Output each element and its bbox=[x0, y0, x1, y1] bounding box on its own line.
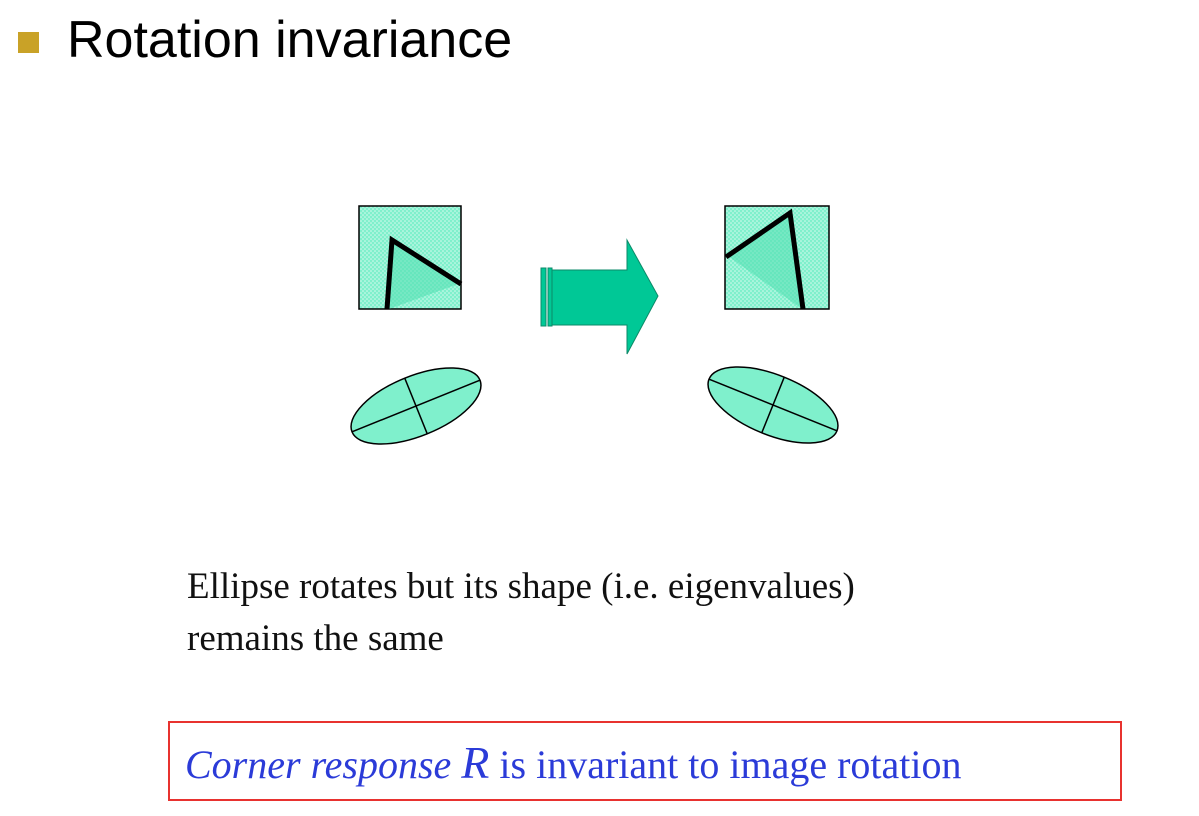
callout-symbol: R bbox=[461, 737, 490, 788]
callout-italic-phrase: Corner response bbox=[185, 742, 452, 787]
right-arrow-icon bbox=[540, 238, 659, 355]
original-corner-patch bbox=[358, 205, 463, 310]
caption-line-1: Ellipse rotates but its shape (i.e. eige… bbox=[187, 566, 855, 607]
slide-title: Rotation invariance bbox=[67, 11, 513, 69]
rotation-diagram bbox=[350, 205, 839, 445]
rotated-ellipse bbox=[707, 366, 839, 444]
rotated-corner-patch bbox=[724, 205, 830, 310]
original-ellipse bbox=[350, 367, 482, 445]
callout-box: Corner response R is invariant to image … bbox=[168, 721, 1122, 801]
callout-text: Corner response R is invariant to image … bbox=[185, 740, 962, 787]
caption: Ellipse rotates but its shape (i.e. eige… bbox=[187, 561, 1087, 665]
caption-line-2: remains the same bbox=[187, 618, 444, 659]
callout-rest: is invariant to image rotation bbox=[499, 742, 962, 787]
title-row: Rotation invariance bbox=[18, 10, 512, 70]
square-bullet-icon bbox=[18, 31, 39, 53]
